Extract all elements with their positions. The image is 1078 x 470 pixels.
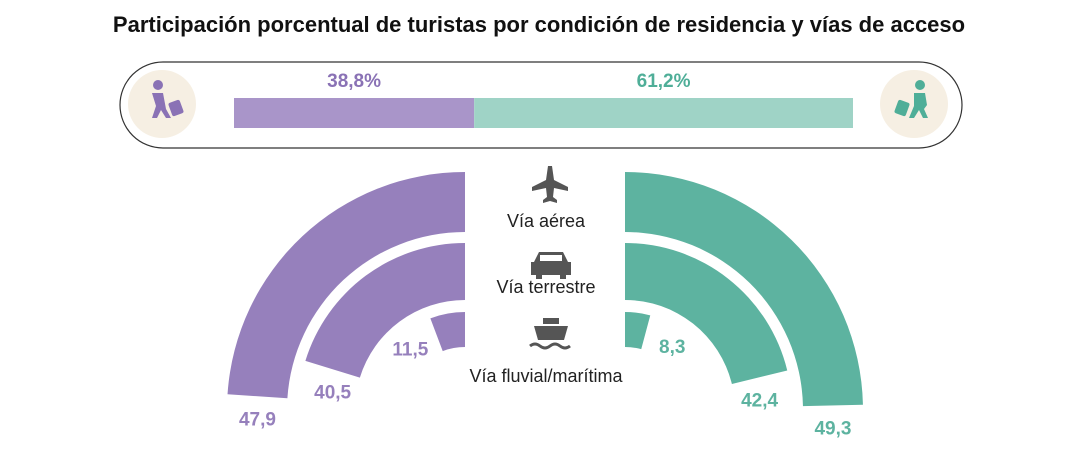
arc bbox=[625, 312, 651, 350]
arc-label: 42,4 bbox=[741, 390, 778, 411]
split-label: 61,2% bbox=[637, 71, 691, 92]
nonresident-icon bbox=[880, 70, 948, 138]
mode-label: Vía aérea bbox=[507, 211, 586, 231]
split-bar bbox=[474, 98, 853, 128]
arc-label: 8,3 bbox=[659, 337, 685, 358]
arc bbox=[430, 312, 465, 352]
arc bbox=[227, 172, 465, 399]
arc-label: 11,5 bbox=[392, 340, 428, 361]
mode-label: Vía terrestre bbox=[496, 277, 595, 297]
resident-icon bbox=[128, 70, 196, 138]
split-bar bbox=[234, 98, 475, 128]
split-label: 38,8% bbox=[327, 71, 381, 92]
car-icon bbox=[531, 252, 571, 279]
arc bbox=[305, 243, 465, 378]
mode-label: Vía fluvial/marítima bbox=[469, 366, 623, 386]
arc bbox=[625, 243, 788, 384]
arc-label: 40,5 bbox=[314, 382, 351, 403]
ship-icon bbox=[529, 318, 571, 350]
arc bbox=[625, 172, 863, 407]
arc-label: 47,9 bbox=[239, 409, 276, 430]
title: Participación porcentual de turistas por… bbox=[113, 12, 965, 37]
plane-icon bbox=[532, 166, 568, 203]
arc-label: 49,3 bbox=[814, 418, 851, 439]
